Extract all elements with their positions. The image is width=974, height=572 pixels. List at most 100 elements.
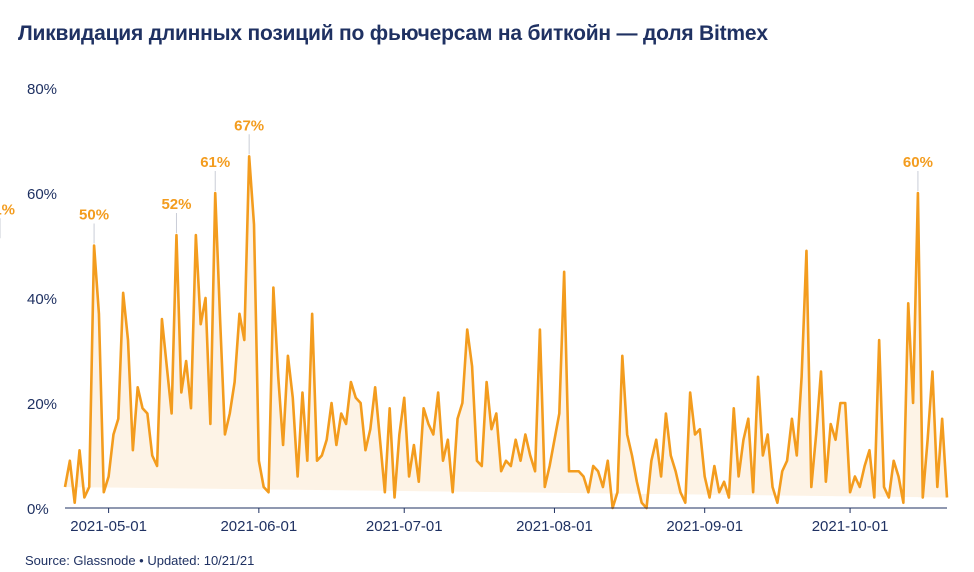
data-point xyxy=(282,444,284,446)
data-point xyxy=(185,360,187,362)
data-point xyxy=(868,449,870,451)
x-tick-label: 2021-07-01 xyxy=(366,518,443,535)
data-point xyxy=(490,428,492,430)
data-point xyxy=(451,491,453,493)
x-tick-label: 2021-10-01 xyxy=(812,518,889,535)
data-point xyxy=(117,418,119,420)
data-point xyxy=(73,502,75,504)
data-point xyxy=(214,192,216,194)
data-point xyxy=(83,496,85,498)
data-point xyxy=(640,502,642,504)
data-point xyxy=(553,439,555,441)
data-point xyxy=(558,412,560,414)
data-point xyxy=(427,423,429,425)
data-point xyxy=(350,381,352,383)
x-tick-label: 2021-06-01 xyxy=(220,518,297,535)
data-point xyxy=(398,433,400,435)
data-point xyxy=(897,475,899,477)
data-point xyxy=(0,239,1,241)
data-point xyxy=(912,402,914,404)
data-point xyxy=(791,418,793,420)
data-point xyxy=(650,460,652,462)
data-point xyxy=(510,465,512,467)
data-point xyxy=(602,486,604,488)
data-point xyxy=(524,433,526,435)
data-point xyxy=(209,423,211,425)
data-point xyxy=(107,475,109,477)
data-point xyxy=(103,491,105,493)
data-point xyxy=(825,481,827,483)
data-point xyxy=(796,454,798,456)
data-point xyxy=(340,412,342,414)
data-point xyxy=(514,439,516,441)
data-point xyxy=(718,491,720,493)
data-point xyxy=(863,465,865,467)
data-point xyxy=(461,402,463,404)
data-point xyxy=(335,444,337,446)
data-point xyxy=(141,407,143,409)
data-point xyxy=(645,507,647,509)
data-point xyxy=(733,407,735,409)
data-point xyxy=(287,355,289,357)
data-point xyxy=(495,412,497,414)
y-axis: 0% 20% 40% 60% 80% xyxy=(27,81,57,518)
data-point xyxy=(529,454,531,456)
data-point xyxy=(166,365,168,367)
data-point xyxy=(781,470,783,472)
data-point xyxy=(834,439,836,441)
data-point xyxy=(946,496,948,498)
data-point xyxy=(161,318,163,320)
data-point xyxy=(248,155,250,157)
data-point xyxy=(544,486,546,488)
data-point xyxy=(674,470,676,472)
data-point xyxy=(636,481,638,483)
data-point xyxy=(752,491,754,493)
data-point xyxy=(655,439,657,441)
data-point xyxy=(175,234,177,236)
data-point xyxy=(64,486,66,488)
series-line xyxy=(63,154,949,510)
data-point xyxy=(699,428,701,430)
data-point xyxy=(737,475,739,477)
data-point xyxy=(786,460,788,462)
data-point xyxy=(442,460,444,462)
data-point xyxy=(747,418,749,420)
data-point xyxy=(616,491,618,493)
data-point xyxy=(78,449,80,451)
data-point xyxy=(243,339,245,341)
data-point xyxy=(277,376,279,378)
data-point xyxy=(679,491,681,493)
data-point xyxy=(500,470,502,472)
data-point xyxy=(592,465,594,467)
data-point xyxy=(325,439,327,441)
data-point xyxy=(258,460,260,462)
y-tick-label: 20% xyxy=(27,396,57,413)
data-point xyxy=(447,439,449,441)
data-point xyxy=(931,370,933,372)
data-point xyxy=(195,234,197,236)
data-point xyxy=(146,412,148,414)
data-point xyxy=(69,460,71,462)
data-point xyxy=(316,460,318,462)
data-point xyxy=(534,470,536,472)
data-point xyxy=(660,475,662,477)
data-point xyxy=(505,460,507,462)
source-note: Source: Glassnode • Updated: 10/21/21 xyxy=(25,553,255,568)
data-point xyxy=(112,433,114,435)
data-point xyxy=(611,507,613,509)
data-point xyxy=(456,418,458,420)
data-point xyxy=(219,318,221,320)
data-point xyxy=(272,286,274,288)
data-point xyxy=(413,444,415,446)
data-point xyxy=(936,486,938,488)
data-point xyxy=(742,439,744,441)
data-point xyxy=(321,454,323,456)
chart-title: Ликвидация длинных позиций по фьючерсам … xyxy=(18,22,768,45)
data-point xyxy=(757,376,759,378)
data-point xyxy=(728,496,730,498)
data-point xyxy=(466,328,468,330)
data-point xyxy=(296,475,298,477)
data-point xyxy=(262,486,264,488)
data-point xyxy=(713,465,715,467)
data-point xyxy=(539,328,541,330)
